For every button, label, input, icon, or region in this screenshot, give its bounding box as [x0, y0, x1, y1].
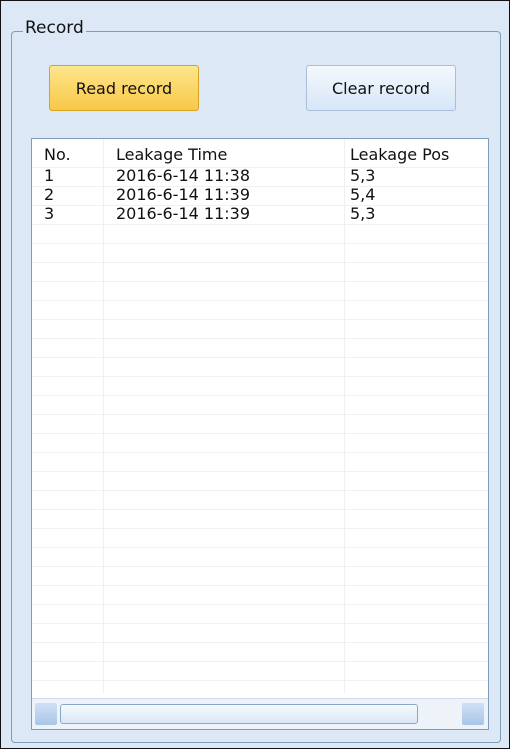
row-line — [32, 452, 488, 453]
row-line — [32, 414, 488, 415]
scroll-left[interactable] — [35, 703, 57, 725]
row-line — [32, 300, 488, 301]
cell: 5,4 — [350, 185, 376, 204]
row-line — [32, 642, 488, 643]
column-divider — [103, 139, 104, 694]
scroll-right[interactable] — [462, 703, 484, 725]
row-line — [32, 547, 488, 548]
cell: 2016-6-14 11:39 — [116, 185, 250, 204]
column-divider — [344, 139, 345, 694]
cell: 5,3 — [350, 204, 376, 223]
row-line — [32, 585, 488, 586]
column-header: Leakage Time — [116, 145, 228, 164]
row-line — [32, 509, 488, 510]
column-header: Leakage Pos — [350, 145, 450, 164]
group-title: Record — [23, 18, 86, 38]
cell: 1 — [44, 166, 55, 185]
row-line — [32, 528, 488, 529]
cell: 2 — [44, 185, 55, 204]
read-button[interactable]: Read record — [49, 65, 199, 111]
row-line — [32, 319, 488, 320]
row-line — [32, 224, 488, 225]
row-line — [32, 680, 488, 681]
row-line — [32, 281, 488, 282]
row-line — [32, 186, 488, 187]
row-line — [32, 243, 488, 244]
row-line — [32, 433, 488, 434]
row-line — [32, 604, 488, 605]
row-line — [32, 490, 488, 491]
row-line — [32, 566, 488, 567]
clear-button[interactable]: Clear record — [306, 65, 456, 111]
cell: 5,3 — [350, 166, 376, 185]
cell: 3 — [44, 204, 55, 223]
row-line — [32, 376, 488, 377]
column-header: No. — [44, 145, 71, 164]
row-line — [32, 357, 488, 358]
record-list[interactable]: No. Leakage Time Leakage Pos 1 2016-6-14 11:… — [31, 138, 489, 730]
row-line — [32, 395, 488, 396]
row-line — [32, 623, 488, 624]
cell: 2016-6-14 11:38 — [116, 166, 250, 185]
horizontal-scrollbar[interactable] — [32, 698, 488, 729]
row-line — [32, 167, 488, 168]
cell: 2016-6-14 11:39 — [116, 204, 250, 223]
row-line — [32, 262, 488, 263]
row-line — [32, 338, 488, 339]
group-box — [11, 31, 501, 743]
scroll-thumb[interactable] — [60, 704, 418, 724]
row-line — [32, 205, 488, 206]
row-line — [32, 471, 488, 472]
row-line — [32, 661, 488, 662]
